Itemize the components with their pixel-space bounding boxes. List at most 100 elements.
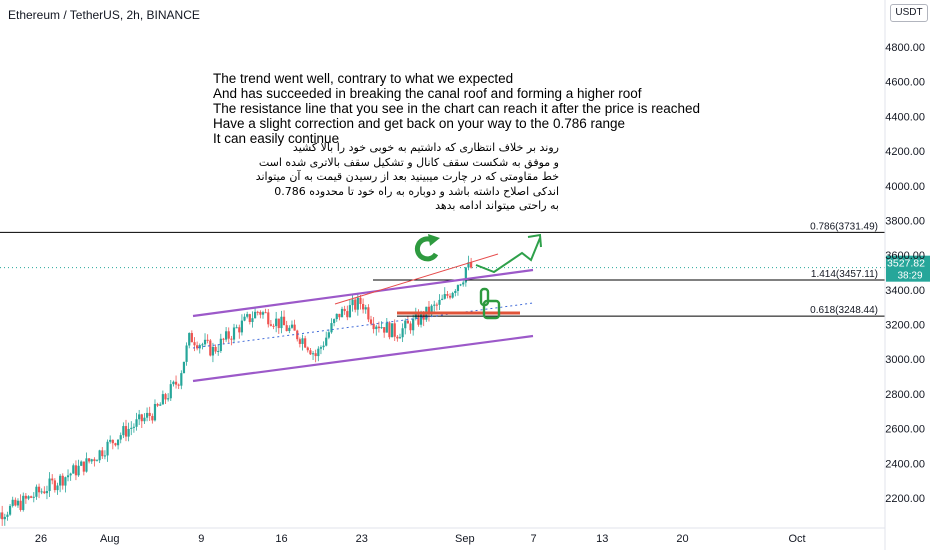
channel-upper-line[interactable]	[192, 268, 534, 318]
y-tick-label: 4600.00	[885, 77, 925, 89]
candle	[430, 304, 433, 318]
candle	[66, 469, 70, 482]
candle	[333, 318, 336, 327]
candle	[69, 472, 72, 481]
candle	[174, 375, 178, 389]
candle	[30, 495, 33, 499]
candle	[246, 311, 249, 319]
y-tick-label: 3000.00	[885, 354, 925, 366]
candle	[182, 361, 186, 374]
y-tick-label: 4200.00	[885, 146, 925, 158]
candle	[156, 402, 159, 408]
candle	[253, 308, 257, 319]
candle	[346, 305, 349, 321]
x-tick-label: 26	[35, 533, 47, 545]
candle	[275, 311, 278, 333]
candle	[314, 349, 317, 363]
candle	[309, 347, 312, 356]
candle	[122, 422, 125, 439]
annotation-line-fa: اندکی اصلاح داشته باشد و دوباره به راه خ…	[274, 184, 559, 198]
fib-level-label: 0.618(3248.44)	[810, 305, 878, 316]
candle	[185, 342, 188, 366]
pointing-hand-icon	[479, 287, 501, 320]
candle	[359, 295, 362, 310]
candle	[140, 413, 143, 428]
candle	[340, 306, 344, 318]
candle	[396, 334, 399, 342]
candle	[209, 339, 212, 357]
candle	[161, 390, 164, 405]
candle	[470, 257, 473, 269]
candle	[390, 323, 394, 338]
candle	[80, 460, 83, 467]
forecast-path[interactable]	[475, 237, 541, 274]
candle	[306, 346, 309, 353]
candle	[269, 319, 272, 327]
candle	[372, 317, 375, 334]
candle	[272, 323, 275, 330]
candle	[103, 450, 107, 460]
candle	[451, 291, 454, 299]
currency-selector[interactable]: USDT	[890, 4, 928, 22]
last-price-badge	[886, 255, 930, 282]
candle	[225, 327, 228, 342]
candle	[114, 442, 117, 447]
annotation-line-en: The trend went well, contrary to what we…	[213, 71, 514, 86]
candle	[206, 334, 209, 344]
candle	[24, 493, 27, 504]
candle	[317, 346, 320, 362]
candle	[22, 492, 25, 512]
candle	[82, 461, 85, 476]
candle	[40, 488, 43, 495]
refresh-icon	[414, 234, 440, 262]
annotation-line-en: Have a slight correction and get back on…	[213, 116, 626, 131]
candle	[456, 284, 460, 296]
candle	[427, 301, 431, 322]
candle	[201, 342, 204, 350]
x-tick-label: Aug	[100, 533, 120, 545]
candle	[8, 503, 12, 516]
candle	[251, 311, 254, 328]
candle	[11, 496, 14, 508]
candle	[124, 419, 128, 442]
channel-lower-line[interactable]	[192, 334, 534, 383]
candle	[412, 314, 415, 336]
candle	[74, 460, 78, 481]
candle	[298, 337, 301, 348]
candle	[27, 495, 30, 501]
fib-level-label: 0.786(3731.49)	[810, 221, 878, 232]
candle	[211, 342, 215, 363]
chart-title: Ethereum / TetherUS, 2h, BINANCE	[8, 8, 200, 22]
candle	[248, 313, 251, 325]
candle	[448, 293, 452, 300]
candle	[351, 294, 354, 312]
candle	[409, 321, 412, 334]
candle	[106, 439, 109, 462]
candle	[196, 341, 199, 351]
y-tick-label: 2200.00	[885, 493, 925, 505]
resistance-trendline[interactable]	[334, 253, 499, 305]
candle	[130, 421, 133, 436]
candle	[230, 335, 233, 346]
x-tick-label: 23	[356, 533, 368, 545]
candle	[198, 343, 201, 354]
candle	[282, 310, 286, 326]
candle	[101, 447, 104, 460]
candle	[145, 407, 149, 422]
candle	[169, 379, 172, 402]
candle	[367, 304, 370, 323]
candle	[354, 297, 357, 313]
candle	[143, 413, 146, 424]
candle	[240, 314, 244, 336]
x-tick-label: 16	[275, 533, 287, 545]
candle	[37, 483, 41, 499]
annotation-line-en: It can easily continue	[213, 131, 340, 146]
candle	[77, 459, 80, 477]
candle	[443, 287, 446, 300]
candle	[301, 334, 304, 351]
candle	[48, 472, 51, 498]
candle	[348, 299, 352, 318]
y-tick-label: 2400.00	[885, 458, 925, 470]
candle	[385, 317, 388, 333]
